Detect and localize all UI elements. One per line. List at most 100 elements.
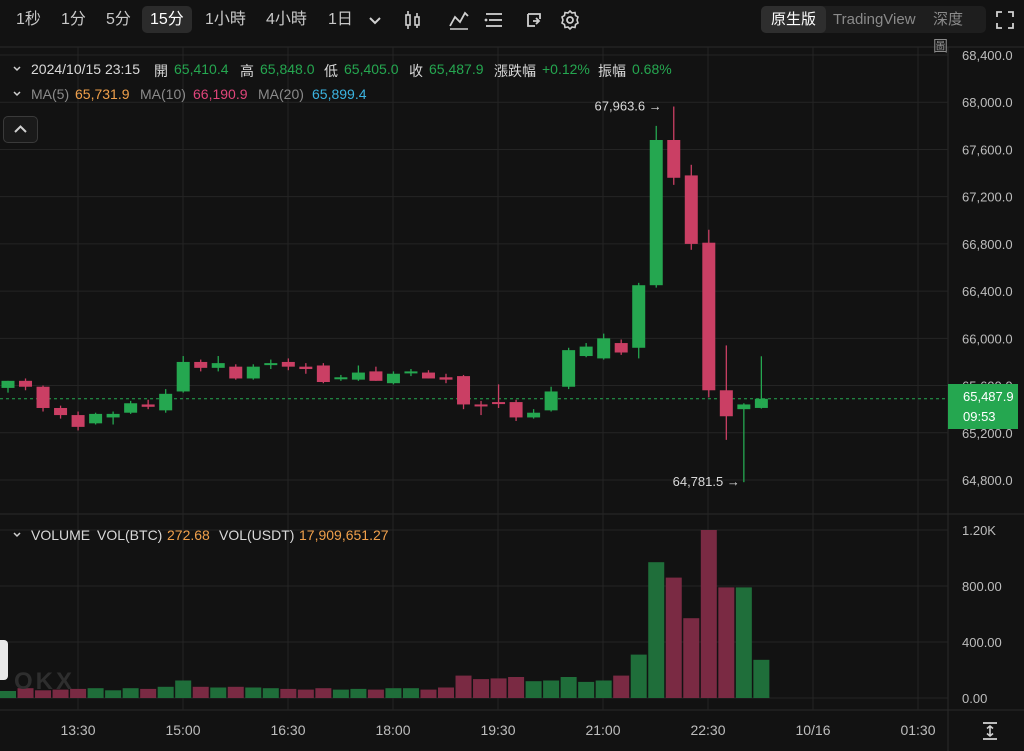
timeframe-1d[interactable]: 1日	[328, 11, 353, 28]
candle-body	[1, 380, 15, 388]
reset-axis-icon[interactable]	[977, 718, 1003, 744]
candle-body	[246, 366, 260, 379]
candle-body	[667, 140, 681, 178]
drawing-tools-icon[interactable]	[482, 8, 506, 32]
change-value: +0.12%	[542, 61, 590, 77]
candle-body	[141, 404, 155, 407]
open-value: 65,410.4	[174, 61, 229, 77]
volume-bar	[508, 677, 525, 698]
price-tick-label: 67,200.0	[962, 190, 1013, 205]
candle-body	[159, 393, 173, 411]
volume-axis[interactable]: 1.20K 800.00 400.00 0.00	[962, 523, 1002, 706]
close-label: 收	[409, 63, 423, 79]
candle-body	[702, 242, 716, 391]
collapse-caret-icon[interactable]	[12, 64, 22, 74]
volume-bar	[87, 688, 104, 698]
time-tick-label: 16:30	[270, 722, 305, 738]
volume-bar	[683, 618, 700, 698]
price-tick-label: 68,000.0	[962, 95, 1013, 110]
price-tick-label: 67,600.0	[962, 142, 1013, 157]
volume-label: VOLUME	[31, 527, 91, 543]
price-tick-label: 66,400.0	[962, 284, 1013, 299]
volume-bar	[35, 690, 52, 698]
candle-body	[106, 413, 120, 418]
view-native[interactable]: 原生版	[761, 6, 827, 33]
side-panel-handle[interactable]	[0, 640, 8, 680]
view-depth[interactable]: 深度圖	[933, 11, 964, 55]
change-label: 漲跌幅	[494, 63, 536, 79]
volume-bar	[438, 687, 454, 698]
volume-bar	[473, 679, 490, 698]
timeframe-4h[interactable]: 4小時	[266, 11, 307, 28]
candle-body	[89, 413, 103, 424]
candle-body	[316, 365, 330, 383]
volume-bar	[560, 677, 577, 698]
time-tick-label: 01:30	[900, 722, 935, 738]
amplitude-label: 振幅	[598, 63, 626, 79]
low-annotation: 64,781.5 →	[673, 474, 740, 489]
candle-body	[369, 371, 383, 381]
volume-bar	[210, 687, 227, 698]
timeframe-5m[interactable]: 5分	[106, 11, 131, 28]
volume-tick-label: 400.00	[962, 635, 1002, 650]
price-axis[interactable]: 68,400.0 68,000.0 67,600.0 67,200.0 66,800.0…	[962, 48, 1013, 488]
candlestick-type-icon[interactable]	[401, 8, 425, 32]
volume-bar	[297, 689, 314, 698]
indicator-icon[interactable]	[447, 8, 471, 32]
ma-caret-icon[interactable]	[12, 89, 22, 99]
volume-bar	[700, 530, 717, 698]
ma20-label: MA(20)	[258, 86, 304, 102]
volume-caret-icon[interactable]	[12, 530, 22, 540]
view-tradingview[interactable]: TradingView	[833, 11, 916, 28]
candle-body	[439, 377, 453, 380]
chart-toolbar: 1秒 1分 5分 15分 1小時 4小時 1日 原生版 TradingView …	[0, 0, 1024, 55]
volume-bar	[350, 688, 367, 698]
candle-body	[719, 390, 733, 417]
time-tick-label: 15:00	[165, 722, 200, 738]
settings-icon[interactable]	[558, 8, 582, 32]
candle-body	[281, 361, 295, 367]
timeframe-1s[interactable]: 1秒	[16, 11, 41, 28]
volume-bar	[665, 577, 682, 698]
volume-bar	[385, 688, 402, 698]
candle-body	[684, 175, 698, 244]
chart-grid	[0, 46, 1024, 751]
fullscreen-icon[interactable]	[993, 8, 1017, 32]
close-value: 65,487.9	[429, 61, 484, 77]
volume-bar	[648, 562, 665, 698]
time-tick-label: 18:00	[375, 722, 410, 738]
time-tick-label: 10/16	[795, 722, 830, 738]
candle-body	[36, 386, 50, 408]
open-label: 開	[154, 63, 168, 79]
candle-body	[264, 363, 278, 366]
price-tick-label: 68,400.0	[962, 48, 1013, 63]
volume-bar	[157, 686, 174, 698]
current-price-tag: 65,487.9 09:53	[948, 384, 1018, 429]
share-icon[interactable]	[523, 8, 547, 32]
candle-body	[562, 350, 576, 387]
candle-body	[124, 403, 138, 413]
time-axis[interactable]: 13:30 15:00 16:30 18:00 19:30 21:00 22:30 10/16…	[60, 722, 935, 738]
candle-body	[527, 412, 541, 418]
timeframe-1h[interactable]: 1小時	[205, 11, 246, 28]
candle-body	[421, 372, 435, 379]
volume-bar	[70, 688, 87, 698]
candle-body	[544, 391, 558, 411]
price-tick-label: 64,800.0	[962, 473, 1013, 488]
volume-bar	[280, 688, 297, 698]
candle-datetime: 2024/10/15 23:15	[31, 61, 140, 77]
timeframe-15m[interactable]: 15分	[142, 6, 192, 33]
volume-bar	[175, 680, 192, 698]
volume-bar	[245, 687, 262, 698]
candle-body	[737, 404, 751, 410]
timeframe-1m[interactable]: 1分	[61, 11, 86, 28]
chevron-down-icon[interactable]	[363, 8, 387, 32]
collapse-button[interactable]	[3, 116, 38, 143]
volume-bar	[227, 686, 244, 698]
okx-watermark: OKX	[14, 668, 76, 695]
volume-bar	[367, 689, 384, 698]
ma10-value: 66,190.9	[193, 86, 248, 102]
time-tick-label: 13:30	[60, 722, 95, 738]
candle-body	[457, 376, 471, 405]
